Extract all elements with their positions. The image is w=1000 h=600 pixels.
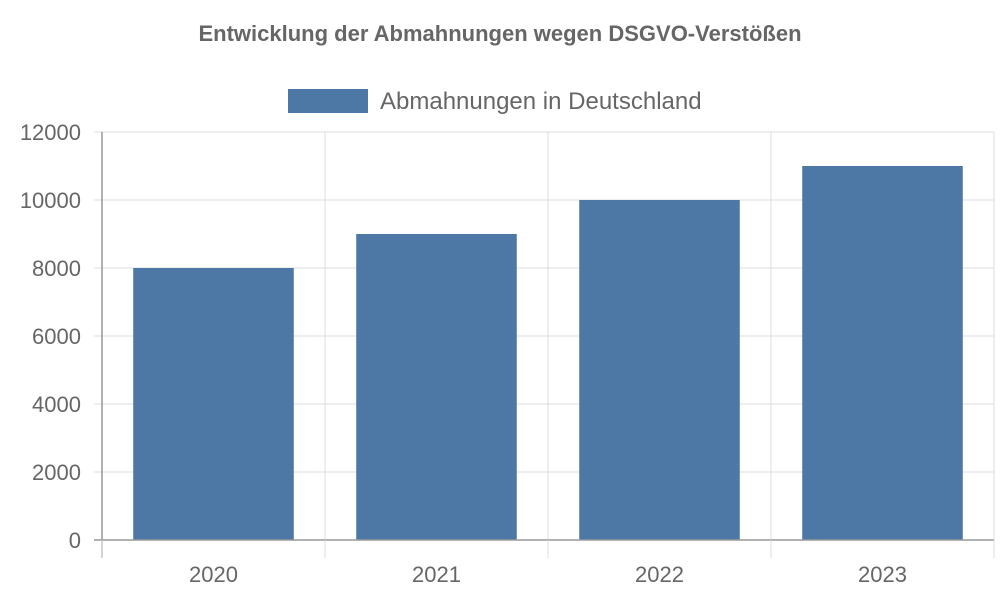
chart-title: Entwicklung der Abmahnungen wegen DSGVO-…	[198, 21, 801, 46]
legend-swatch	[288, 89, 368, 113]
y-tick-label: 2000	[32, 460, 81, 485]
bar-2022	[579, 200, 740, 540]
x-tick-label: 2020	[189, 562, 238, 587]
y-tick-label: 0	[69, 528, 81, 553]
axes-layer	[94, 131, 995, 558]
bar-2023	[802, 166, 963, 540]
y-tick-label: 8000	[32, 256, 81, 281]
y-tick-label: 4000	[32, 392, 81, 417]
legend: Abmahnungen in Deutschland	[288, 88, 702, 115]
x-tick-label: 2021	[412, 562, 461, 587]
y-tick-label: 12000	[20, 120, 81, 145]
ticks-layer: 0 2000 4000 6000 8000 10000 12000 2020 2021 2022 2…	[20, 120, 907, 587]
bar-2020	[133, 268, 294, 540]
legend-label: Abmahnungen in Deutschland	[380, 88, 702, 115]
x-tick-label: 2022	[635, 562, 684, 587]
y-tick-label: 10000	[20, 188, 81, 213]
y-tick-label: 6000	[32, 324, 81, 349]
bar-2021	[356, 234, 517, 540]
x-tick-label: 2023	[858, 562, 907, 587]
bars-layer	[133, 166, 963, 540]
